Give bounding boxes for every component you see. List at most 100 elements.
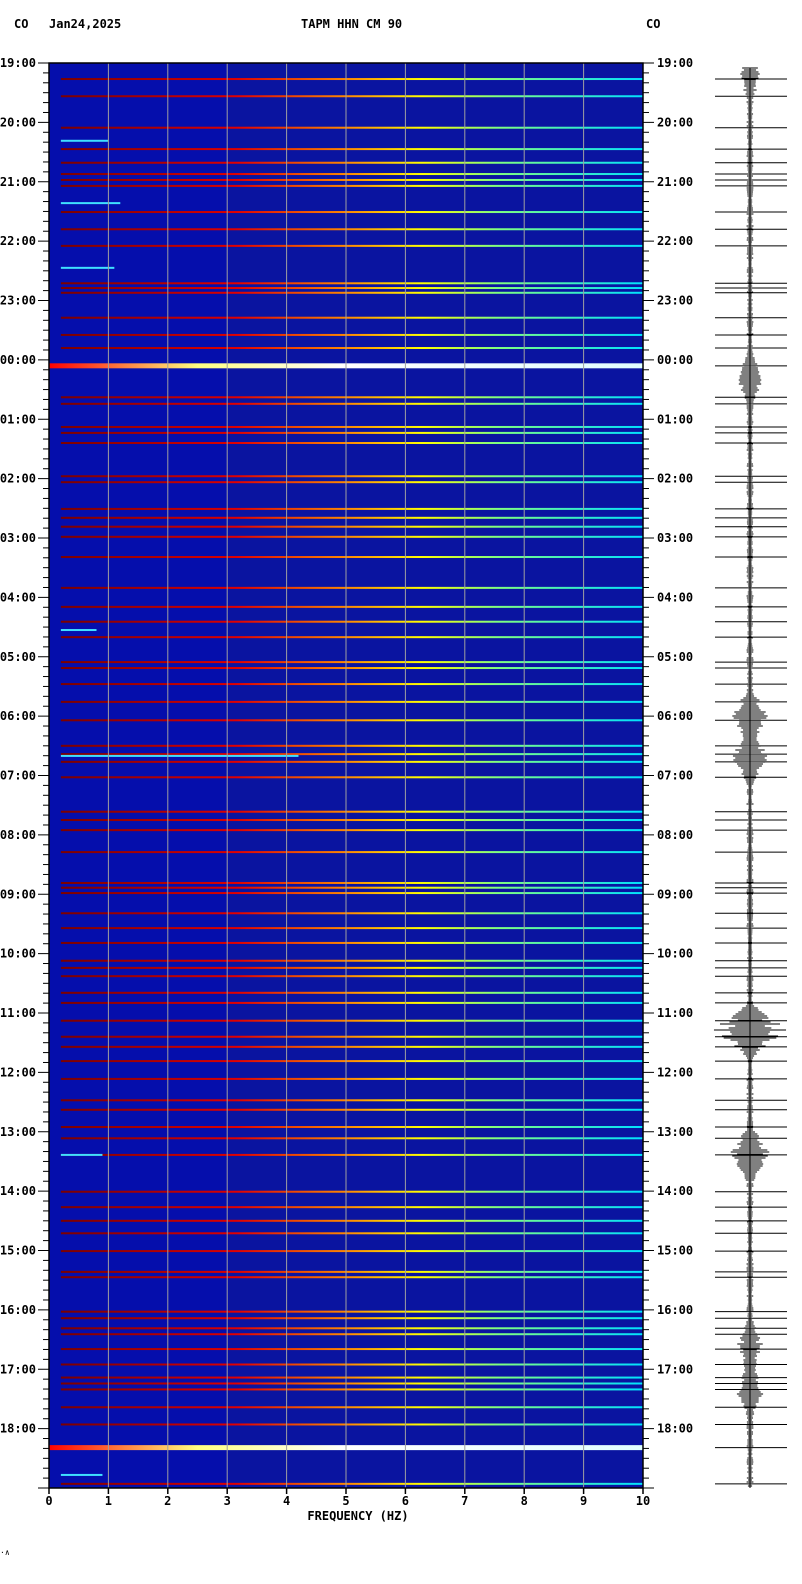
spectral-line bbox=[60, 700, 643, 703]
spectral-line bbox=[60, 776, 643, 779]
seismogram-trace bbox=[713, 67, 787, 1488]
y-tick-label-left: 20:00 bbox=[0, 115, 36, 129]
spectral-line bbox=[60, 1019, 643, 1022]
spectral-line bbox=[60, 1232, 643, 1235]
spectral-line bbox=[60, 516, 643, 519]
spectral-line bbox=[60, 927, 643, 930]
spectral-line bbox=[60, 1317, 643, 1320]
spectral-line bbox=[60, 282, 643, 285]
x-tick-label: 10 bbox=[636, 1494, 650, 1508]
y-tick-label-right: 02:00 bbox=[657, 472, 693, 486]
spectral-line bbox=[60, 211, 643, 214]
y-tick-label-right: 18:00 bbox=[657, 1422, 693, 1436]
spectral-line bbox=[60, 851, 643, 854]
spectral-line bbox=[60, 892, 643, 895]
y-tick-label-left: 09:00 bbox=[0, 887, 36, 901]
x-tick-label: 5 bbox=[342, 1494, 349, 1508]
x-tick-label: 4 bbox=[283, 1494, 290, 1508]
spectral-line bbox=[60, 1423, 643, 1426]
spectral-line bbox=[60, 886, 643, 889]
x-tick-label: 0 bbox=[45, 1494, 52, 1508]
low-frequency-noise-band bbox=[49, 63, 229, 1488]
spectral-line bbox=[60, 1250, 643, 1253]
spectral-line bbox=[60, 507, 643, 510]
spectral-line bbox=[60, 912, 643, 915]
y-tick-label-left: 06:00 bbox=[0, 709, 36, 723]
spectral-line bbox=[60, 1190, 643, 1193]
spectral-line bbox=[60, 173, 643, 176]
spectral-line bbox=[60, 333, 643, 336]
short-event bbox=[60, 202, 121, 205]
spectral-line bbox=[60, 941, 643, 944]
spectral-line bbox=[60, 661, 643, 664]
spectral-line bbox=[60, 287, 643, 290]
x-tick-label: 7 bbox=[461, 1494, 468, 1508]
spectral-line bbox=[60, 431, 643, 434]
spectral-line bbox=[60, 1363, 643, 1366]
spectral-line bbox=[60, 1348, 643, 1351]
spectral-line bbox=[60, 1001, 643, 1004]
spectral-line bbox=[60, 1333, 643, 1336]
y-tick-label-right: 06:00 bbox=[657, 709, 693, 723]
y-tick-label-left: 16:00 bbox=[0, 1303, 36, 1317]
y-tick-label-left: 08:00 bbox=[0, 828, 36, 842]
spectral-line bbox=[60, 184, 643, 187]
y-tick-label-right: 19:00 bbox=[657, 56, 693, 70]
spectral-line bbox=[60, 959, 643, 962]
y-tick-label-left: 12:00 bbox=[0, 1065, 36, 1079]
spectral-line bbox=[60, 1310, 643, 1313]
spectral-line bbox=[60, 228, 643, 231]
spectral-line bbox=[60, 161, 643, 164]
spectral-line bbox=[60, 1060, 643, 1063]
spectral-line bbox=[60, 316, 643, 319]
spectral-line bbox=[60, 244, 643, 247]
network-code-left: CO bbox=[14, 17, 29, 31]
short-event bbox=[60, 1153, 103, 1156]
spectral-line bbox=[60, 396, 643, 399]
y-tick-label-left: 07:00 bbox=[0, 769, 36, 783]
spectral-line bbox=[60, 291, 643, 294]
y-tick-label-right: 00:00 bbox=[657, 353, 693, 367]
short-event bbox=[60, 266, 115, 269]
y-tick-label-right: 14:00 bbox=[657, 1184, 693, 1198]
x-tick-label: 6 bbox=[402, 1494, 409, 1508]
spectral-line bbox=[60, 881, 643, 884]
y-tick-label-left: 17:00 bbox=[0, 1362, 36, 1376]
y-tick-label-right: 17:00 bbox=[657, 1362, 693, 1376]
y-tick-label-right: 15:00 bbox=[657, 1244, 693, 1258]
spectral-line bbox=[60, 753, 643, 756]
y-tick-label-left: 14:00 bbox=[0, 1184, 36, 1198]
spectral-line bbox=[60, 1153, 643, 1156]
spectral-line bbox=[60, 966, 643, 969]
spectral-line bbox=[60, 819, 643, 822]
spectral-line bbox=[60, 1035, 643, 1038]
date-label: Jan24,2025 bbox=[49, 17, 122, 31]
spectral-line bbox=[60, 829, 643, 832]
spectral-line bbox=[60, 667, 643, 670]
spectral-line bbox=[60, 178, 643, 181]
spectral-line bbox=[60, 1327, 643, 1330]
y-tick-label-right: 12:00 bbox=[657, 1065, 693, 1079]
spectral-line bbox=[60, 126, 643, 129]
spectral-line bbox=[60, 347, 643, 349]
spectral-line bbox=[60, 535, 643, 538]
short-event bbox=[60, 139, 109, 142]
spectral-line bbox=[60, 1206, 643, 1209]
spectral-line bbox=[60, 810, 643, 813]
y-tick-label-right: 20:00 bbox=[657, 115, 693, 129]
spectral-line bbox=[60, 78, 643, 81]
y-tick-label-right: 23:00 bbox=[657, 294, 693, 308]
y-tick-label-left: 00:00 bbox=[0, 353, 36, 367]
y-tick-label-left: 11:00 bbox=[0, 1006, 36, 1020]
x-axis-label: FREQUENCY (HZ) bbox=[307, 1509, 408, 1523]
y-tick-label-right: 08:00 bbox=[657, 828, 693, 842]
x-tick-label: 8 bbox=[521, 1494, 528, 1508]
spectral-line bbox=[60, 1376, 643, 1379]
y-tick-label-right: 10:00 bbox=[657, 947, 693, 961]
y-tick-label-left: 18:00 bbox=[0, 1422, 36, 1436]
spectral-line bbox=[60, 719, 643, 722]
y-tick-label-right: 01:00 bbox=[657, 412, 693, 426]
footer-mark: ·∧ bbox=[0, 1548, 10, 1557]
y-tick-label-right: 05:00 bbox=[657, 650, 693, 664]
y-tick-label-left: 21:00 bbox=[0, 175, 36, 189]
